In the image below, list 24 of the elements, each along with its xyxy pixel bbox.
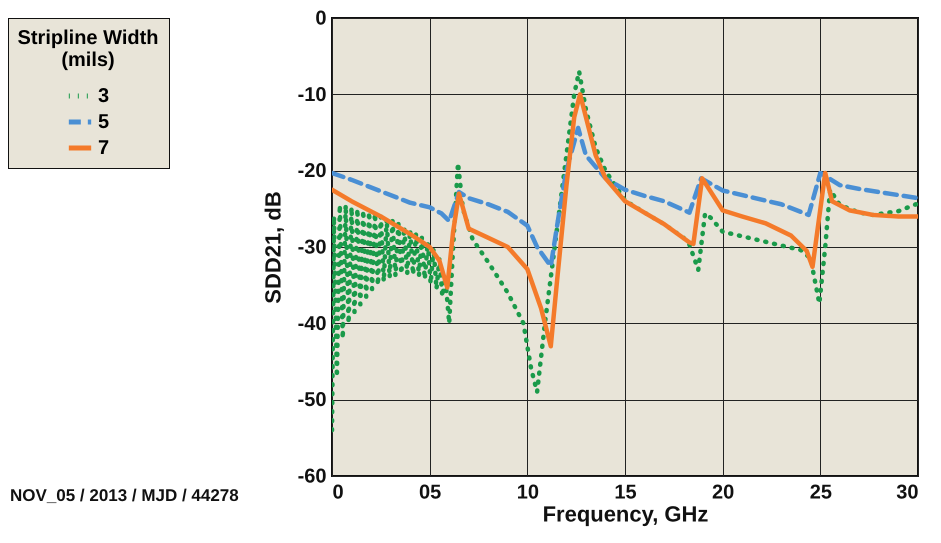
line-series (332, 126, 918, 268)
x-tick-label: 0 (332, 482, 344, 504)
y-tick-label: -60 (298, 466, 326, 488)
line-series (332, 92, 918, 348)
legend-label: 5 (98, 111, 110, 133)
legend-label: 3 (98, 85, 110, 107)
x-tick-label: 15 (614, 482, 637, 504)
y-tick-label: -30 (298, 236, 326, 258)
x-axis-title: Frequency, GHz (542, 502, 708, 526)
y-tick-label: -10 (298, 84, 326, 106)
legend-label: 7 (98, 137, 110, 159)
x-tick-label: 10 (516, 482, 539, 504)
line-series (332, 69, 918, 432)
x-tick-label: 30 (896, 482, 918, 504)
x-tick-label: 20 (712, 482, 734, 504)
y-tick-label: -20 (298, 160, 326, 182)
y-axis-title: SDD21, dB (260, 191, 286, 304)
legend-title: Stripline Width (mils) (18, 27, 158, 71)
y-tick-label: -40 (298, 312, 326, 335)
x-tick-label: 05 (419, 482, 442, 504)
y-tick-label: -50 (298, 389, 326, 412)
y-tick-label: 0 (315, 8, 326, 30)
text: NOV_05 / 2013 / MJD / 44278 (10, 486, 239, 506)
x-tick-label: 25 (810, 482, 832, 504)
